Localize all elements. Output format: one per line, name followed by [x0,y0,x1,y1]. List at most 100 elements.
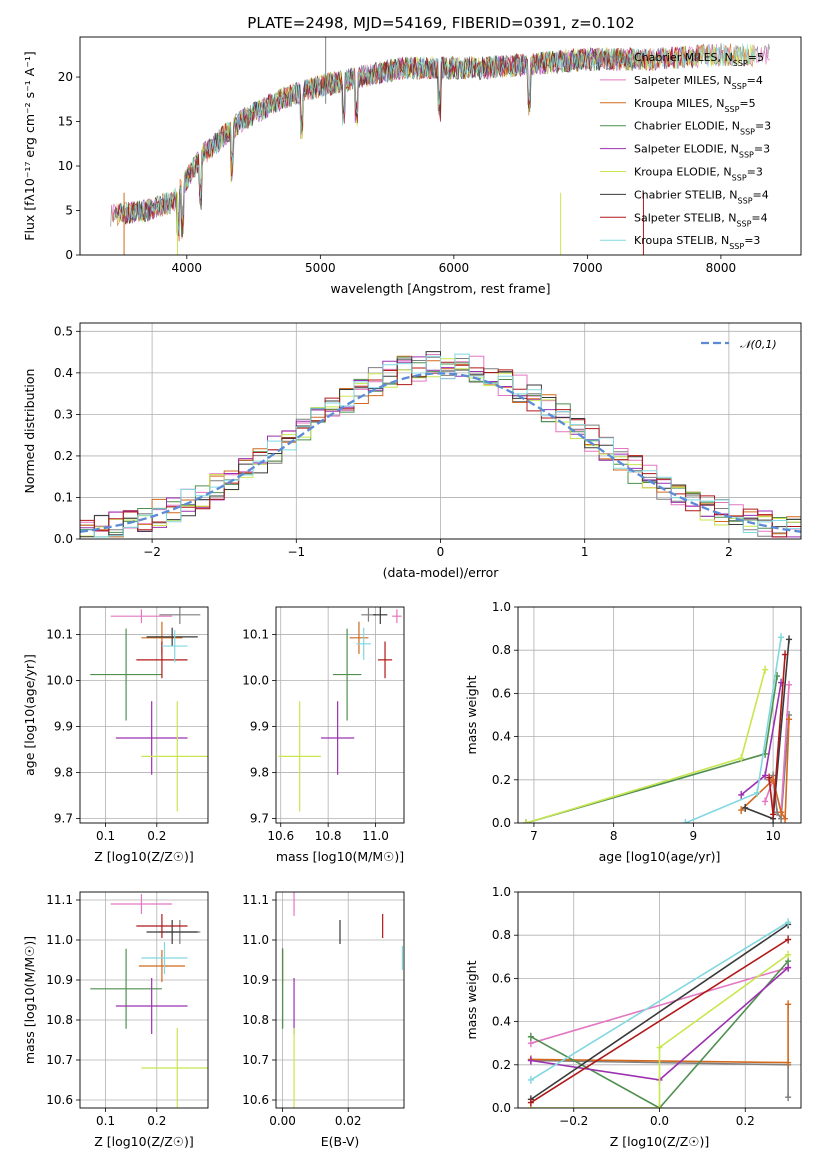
y-tick-label: 0.4 [54,366,73,380]
x-axis-label: mass [log10(M/M☉)] [276,849,404,864]
y-tick-label: 10.0 [46,674,73,688]
plot-area-age_vs_Z [90,607,208,812]
y-tick-label: 0.4 [492,1015,511,1029]
plot-area-weight_vs_Z [527,918,792,1108]
x-tick-label: −1 [287,545,305,559]
legend-label: Chabrier ELODIE, NSSP=3 [634,120,771,137]
y-tick-label: 1.0 [492,600,511,614]
y-tick-label: 10 [58,159,73,173]
x-axis-label: age [log10(age/yr)] [599,849,721,864]
x-tick-label: 2 [725,545,733,559]
x-tick-label: 6000 [439,261,470,275]
x-tick-label: 11.0 [362,829,389,843]
y-tick-label: 0.4 [492,730,511,744]
chart-spectrum: 4000 5000 6000 7000 8000 0 5 10 15 20 wavelength [… [22,36,802,296]
x-tick-label: 0.02 [335,1114,362,1128]
y-tick-label: 1.0 [492,885,511,899]
x-axis-label: E(B-V) [321,1134,360,1149]
y-tick-label: 0.0 [492,816,511,830]
x-tick-label: 10 [765,829,780,843]
spectrum-line [118,43,756,235]
x-tick-label: 10.6 [267,829,294,843]
x-tick-label: 5000 [305,261,336,275]
x-tick-label: 1 [581,545,589,559]
y-tick-label: 11.0 [242,933,269,947]
plot-area-mass_vs_Z [90,894,208,1108]
y-tick-label: 0.0 [54,532,73,546]
axes-frame [275,891,405,1109]
figure-title: PLATE=2498, MJD=54169, FIBERID=0391, z=0… [247,14,634,32]
legend-label: Kroupa ELODIE, NSSP=3 [634,166,763,183]
axes-frame [79,36,802,256]
y-tick-label: 10.8 [46,1013,73,1027]
plot-area-mass_vs_ebv [281,892,403,1108]
legend-label: Salpeter ELODIE, NSSP=3 [634,143,770,160]
chart-mass_vs_Z: 0.1 0.2 10.6 10.7 10.8 10.9 11.0 11.1 Z [log10(Z… [22,891,209,1149]
y-tick-label: 0.5 [54,324,73,338]
y-tick-label: 0.2 [492,773,511,787]
y-tick-label: 11.1 [46,893,73,907]
x-tick-label: 10.8 [315,829,342,843]
legend-label: Salpeter MILES, NSSP=4 [634,74,763,91]
x-tick-label: 0.00 [269,1114,296,1128]
y-tick-label: 0.6 [492,686,511,700]
histogram-step [80,353,801,538]
y-tick-label: 9.7 [250,811,269,825]
x-tick-label: 8000 [706,261,737,275]
y-tick-label: 10.7 [242,1053,269,1067]
chart-weight_vs_Z: −0.2 0.0 0.2 0.0 0.2 0.4 0.6 0.8 1.0 Z [log10(Z/Z… [464,885,802,1149]
y-tick-label: 9.9 [54,719,73,733]
y-tick-label: 20 [58,70,73,84]
y-tick-label: 9.7 [54,811,73,825]
weight-line [530,923,789,1101]
x-tick-label: 0 [437,545,445,559]
y-tick-label: 10.9 [46,973,73,987]
y-tick-label: 0.8 [492,928,511,942]
x-tick-label: 7 [530,829,538,843]
x-tick-label: 0.1 [96,1114,115,1128]
legend-label: Kroupa STELIB, NSSP=3 [634,234,760,251]
axes-frame [517,606,802,824]
weight-line [530,966,789,1044]
weight-line [530,938,789,1104]
y-tick-label: 11.0 [46,933,73,947]
y-tick-label: 0.2 [492,1058,511,1072]
y-tick-label: 10.6 [46,1093,73,1107]
legend-label: Chabrier STELIB, NSSP=4 [634,188,769,205]
legend-label: Kroupa MILES, NSSP=5 [634,97,756,114]
x-axis-label: wavelength [Angstrom, rest frame] [330,281,550,296]
legend-label: 𝒩(0,1) [740,338,777,351]
x-tick-label: 8 [610,829,618,843]
y-tick-label: 0.1 [54,490,73,504]
x-axis-label: Z [log10(Z/Z☉)] [610,1134,710,1149]
y-axis-label: mass weight [464,960,479,1039]
y-axis-label: age [log10(age/yr)] [22,654,37,776]
y-axis-label: Normed distribution [22,369,37,494]
plot-area-weight_vs_age [522,633,793,823]
axes-frame [79,606,209,824]
y-tick-label: 10.9 [242,973,269,987]
chart-age_vs_Z: 0.1 0.2 9.7 9.8 9.9 10.0 10.1 Z [log10(Z/Z☉)] ag… [22,606,209,864]
y-tick-label: 10.1 [46,628,73,642]
y-tick-label: 5 [65,204,73,218]
x-tick-label: 4000 [172,261,203,275]
x-tick-label: 7000 [572,261,603,275]
x-tick-label: 0.2 [147,1114,166,1128]
legend-label: Salpeter STELIB, NSSP=4 [634,211,768,228]
y-tick-label: 0.0 [492,1101,511,1115]
y-tick-label: 10.1 [242,628,269,642]
x-tick-label: 9 [690,829,698,843]
y-tick-label: 10.0 [242,674,269,688]
x-tick-label: 0.2 [147,829,166,843]
weight-line [530,960,789,1108]
plot-area-spectrum [110,37,771,255]
y-tick-label: 0.3 [54,407,73,421]
axes-frame [79,891,209,1109]
weight-line [530,953,789,1108]
chart-age_vs_mass: 10.6 10.8 11.0 9.7 9.8 9.9 10.0 10.1 mass [log10… [242,606,405,864]
x-tick-label: −2 [143,545,161,559]
axes-frame [79,322,802,540]
y-tick-label: 0.2 [54,449,73,463]
chart-mass_vs_ebv: 0.00 0.02 10.6 10.7 10.8 10.9 11.0 11.1 E(B-V) [242,891,405,1149]
